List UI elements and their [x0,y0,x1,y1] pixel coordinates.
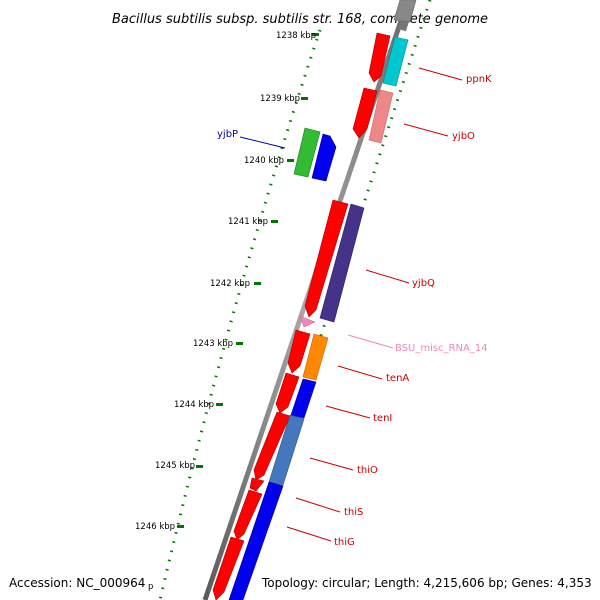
leader-line [295,497,341,513]
gene-bar[interactable] [368,89,394,144]
gene-bar[interactable] [268,414,305,486]
gene-arrow[interactable] [253,411,291,481]
gene-label-misc-rna[interactable]: BSU_misc_RNA_14 [395,343,488,354]
gene-label-ppnK[interactable]: ppnK [466,74,492,85]
leader-line [347,334,394,349]
gene-bar[interactable] [293,127,321,178]
leader-line [325,405,371,419]
gene-arrow[interactable] [352,87,378,139]
tick-mark [177,525,184,528]
gene-arrow[interactable] [311,133,337,182]
leader-line [418,67,463,81]
tick-mark [287,159,294,162]
gene-bar[interactable] [319,203,365,323]
leader-line [309,457,354,471]
tick-label: 1241 kbp [228,217,268,227]
accession-suffix: p [148,582,153,592]
gene-arrow[interactable] [275,372,300,414]
gene-bar[interactable] [393,0,417,23]
gene-label-thiG[interactable]: thiG [334,537,355,548]
gene-label-tenI[interactable]: tenI [373,413,392,424]
tick-mark [236,342,243,345]
tick-mark [301,97,308,100]
tick-label: 1246 kbp [135,522,175,532]
gene-label-thiS[interactable]: thiS [344,507,363,518]
gene-label-yjbP[interactable]: yjbP [217,129,238,140]
gene-label-yjbO[interactable]: yjbO [452,131,475,142]
tick-label: 1240 kbp [244,156,284,166]
gene-arrow[interactable] [249,477,265,492]
gene-arrow[interactable] [212,536,245,600]
gene-bar[interactable] [290,378,317,419]
gene-label-thiO[interactable]: thiO [357,465,378,476]
tick-label: 1239 kbp [260,94,300,104]
tick-label: 1238 kbp [276,31,316,41]
tick-label: 1242 kbp [210,279,250,289]
tick-mark [196,465,203,468]
label-leaders [239,67,463,542]
tick-labels: 1238 kbp 1239 kbp 1240 kbp 1241 kbp 1242… [135,31,319,532]
leader-line [365,269,410,284]
gene-label-tenA[interactable]: tenA [386,373,409,384]
accession-text: Accession: NC_000964 [9,576,145,590]
genome-summary: Topology: circular; Length: 4,215,606 bp… [261,576,592,590]
rna-feature[interactable] [299,315,316,328]
tick-mark [312,33,319,36]
second-row-features [228,0,417,600]
gene-bar[interactable] [228,481,284,600]
outer-dotted-ring [233,0,432,600]
gene-arrow[interactable] [233,489,263,541]
leader-line [286,526,332,542]
forward-strand-features [212,32,391,600]
tick-mark [216,403,223,406]
gene-labels: ppnK yjbO yjbP yjbQ BSU_misc_RNA_14 tenA… [217,74,492,548]
gene-arrow[interactable] [304,199,349,318]
leader-line [403,123,449,137]
gene-arrow[interactable] [368,32,391,83]
gene-label-yjbQ[interactable]: yjbQ [412,278,435,289]
tick-label: 1243 kbp [193,339,233,349]
yjbP-features [293,127,337,182]
tick-mark [254,282,261,285]
map-title: Bacillus subtilis subsp. subtilis str. 1… [112,12,488,27]
gene-bar[interactable] [382,36,409,87]
tick-label: 1245 kbp [155,461,195,471]
leader-line [239,136,286,149]
tick-label: 1244 kbp [174,400,214,410]
gene-arrow[interactable] [287,329,311,374]
tick-mark [271,220,278,223]
gene-bar[interactable] [302,333,329,381]
leader-line [337,365,383,380]
